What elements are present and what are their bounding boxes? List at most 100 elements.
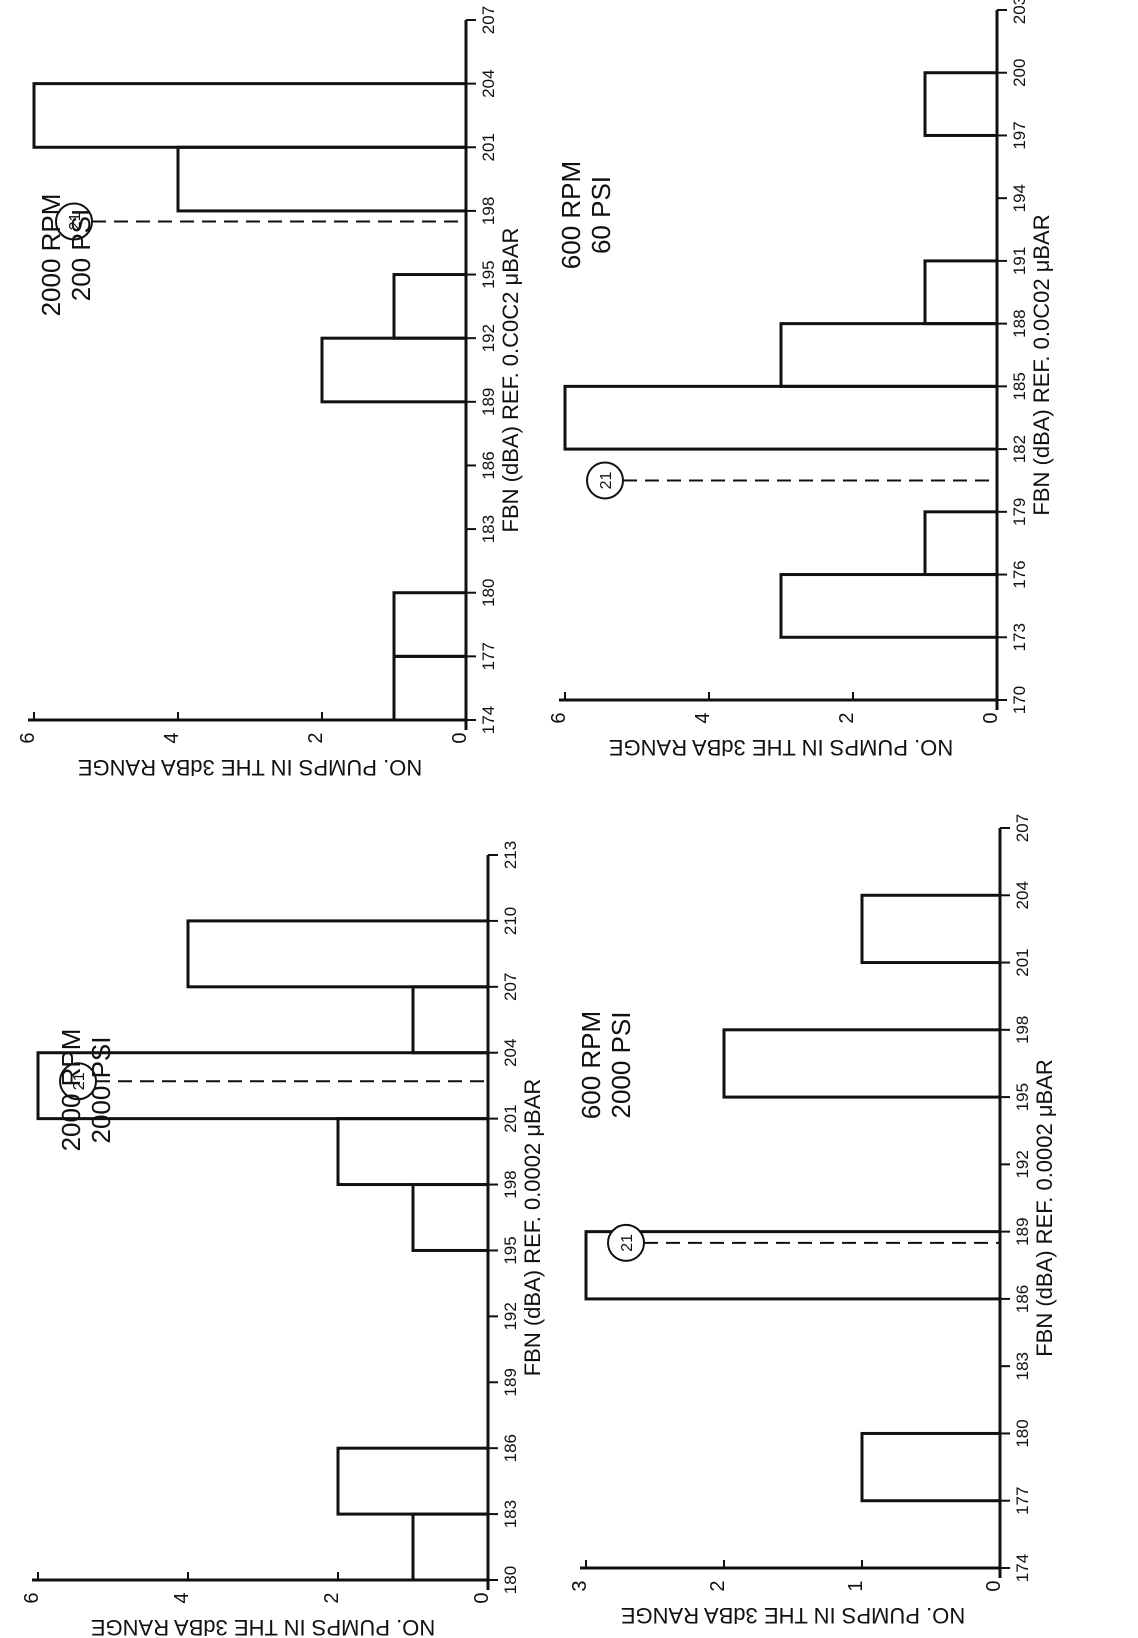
x-tick-label: 189 <box>501 1368 520 1396</box>
x-tick-label: 192 <box>479 324 498 352</box>
histogram-bar <box>392 273 468 340</box>
histogram-bar <box>923 510 999 577</box>
histogram-bar <box>411 985 490 1055</box>
y-tick-label: 4 <box>171 1592 193 1603</box>
x-tick-label: 174 <box>479 706 498 734</box>
marker-circle <box>59 1062 97 1101</box>
y-tick-label: 0 <box>983 1580 1005 1591</box>
marker-label: 21 <box>619 1234 636 1252</box>
x-tick-label: 189 <box>1013 1217 1032 1245</box>
x-axis-label: FBN (dBA) REF. 0.0C02 μBAR <box>1029 214 1054 515</box>
x-tick-label: 192 <box>1013 1150 1032 1178</box>
histogram-bar <box>860 893 1002 965</box>
y-tick-label: 2 <box>321 1592 343 1603</box>
y-tick-label: 4 <box>161 732 183 743</box>
histogram-bar <box>779 573 999 639</box>
y-tick-label: 0 <box>449 732 471 743</box>
x-tick-label: 197 <box>1010 121 1029 149</box>
x-tick-label: 183 <box>1013 1352 1032 1380</box>
histogram-bar <box>32 82 468 149</box>
chart-title-line1: 600 RPM <box>556 161 586 269</box>
marker-circle <box>586 461 624 500</box>
y-axis-label: NO. PUMPS IN THE 3dBA RANGE <box>609 735 953 760</box>
chart-title-line2: 200 PSI <box>66 209 96 302</box>
x-tick-label: 170 <box>1010 686 1029 714</box>
y-tick-label: 2 <box>836 712 858 723</box>
x-tick-label: 204 <box>1013 881 1032 909</box>
histogram-bar <box>411 1512 490 1582</box>
chart-panel-top-left: 180183186189192195198201204207210213FBN … <box>21 841 545 1638</box>
y-axis-label: NO. PUMPS IN THE 3dBA RANGE <box>91 1615 435 1638</box>
x-tick-label: 186 <box>1013 1285 1032 1313</box>
x-tick-label: 174 <box>1013 1554 1032 1582</box>
x-tick-label: 176 <box>1010 560 1029 588</box>
x-tick-label: 201 <box>479 133 498 161</box>
x-tick-label: 207 <box>479 6 498 34</box>
y-tick-label: 6 <box>17 732 39 743</box>
marker-label: 21 <box>67 213 84 231</box>
x-tick-label: 177 <box>479 642 498 670</box>
histogram-bar <box>336 1446 490 1516</box>
histogram-bar <box>923 71 999 137</box>
histogram-bar <box>584 1230 1002 1301</box>
x-tick-label: 213 <box>501 841 520 869</box>
marker-circle <box>607 1223 645 1262</box>
histogram-bar <box>392 591 468 658</box>
x-tick-label: 195 <box>501 1236 520 1264</box>
x-tick-label: 189 <box>479 388 498 416</box>
chart-title-line2: 2000 PSI <box>86 1037 116 1144</box>
x-tick-label: 194 <box>1010 184 1029 212</box>
x-tick-label: 183 <box>479 515 498 543</box>
histogram-bar <box>320 336 468 404</box>
y-tick-label: 1 <box>845 1580 867 1591</box>
histogram-bar <box>411 1183 490 1252</box>
histogram-bar <box>563 384 999 451</box>
marker-label: 21 <box>598 471 615 489</box>
x-tick-label: 183 <box>501 1500 520 1528</box>
histogram-bar <box>392 654 468 722</box>
chart-panel-top-right: 174177180183186189192195198201204207FBN … <box>17 6 523 780</box>
x-axis-label: FBN (dBA) REF. 0.C0C2 μBAR <box>498 228 523 533</box>
x-tick-label: 207 <box>501 973 520 1001</box>
x-tick-label: 195 <box>1013 1083 1032 1111</box>
histogram-bar <box>779 322 999 388</box>
histogram-bar <box>36 1051 490 1121</box>
y-tick-label: 2 <box>707 1580 729 1591</box>
y-tick-label: 6 <box>21 1592 43 1603</box>
histogram-bar <box>336 1117 490 1187</box>
x-tick-label: 203 <box>1010 0 1029 24</box>
histogram-bar <box>722 1028 1002 1099</box>
histogram-bar <box>860 1431 1002 1503</box>
x-tick-label: 200 <box>1010 59 1029 87</box>
x-tick-label: 186 <box>479 451 498 479</box>
chart-title-line1: 600 RPM <box>576 1011 606 1119</box>
x-tick-label: 201 <box>1013 948 1032 976</box>
x-tick-label: 192 <box>501 1302 520 1330</box>
x-tick-label: 185 <box>1010 372 1029 400</box>
chart-title-line1: 2000 RPM <box>56 1029 86 1152</box>
y-axis-label: NO. PUMPS IN THE 3dBA RANGE <box>621 1603 965 1628</box>
x-tick-label: 195 <box>479 260 498 288</box>
chart-title-line2: 2000 PSI <box>606 1012 636 1119</box>
y-axis-label: NO. PUMPS IN THE 3dBA RANGE <box>78 755 422 780</box>
chart-title-line1: 2000 RPM <box>36 194 66 317</box>
x-axis-label: FBN (dBA) REF. 0.0002 μBAR <box>520 1079 545 1377</box>
chart-title-line2: 60 PSI <box>586 176 616 254</box>
histogram-bar <box>186 919 490 989</box>
y-tick-label: 0 <box>980 712 1002 723</box>
x-tick-label: 207 <box>1013 814 1032 842</box>
histogram-bar <box>923 259 999 326</box>
x-axis-label: FBN (dBA) REF. 0.0002 μBAR <box>1032 1059 1057 1357</box>
y-tick-label: 6 <box>548 712 570 723</box>
x-tick-label: 179 <box>1010 498 1029 526</box>
histogram-bar <box>176 145 468 213</box>
chart-panel-bottom-right: 170 173 176 179 182 185 188 191 194 197 200 203 FBN … <box>548 0 1054 760</box>
x-tick-label: 198 <box>501 1170 520 1198</box>
x-tick-label: 198 <box>1013 1016 1032 1044</box>
x-tick-label: 188 <box>1010 309 1029 337</box>
x-tick-label: 180 <box>1013 1419 1032 1447</box>
marker-label: 21 <box>71 1072 88 1090</box>
x-tick-label: 198 <box>479 197 498 225</box>
